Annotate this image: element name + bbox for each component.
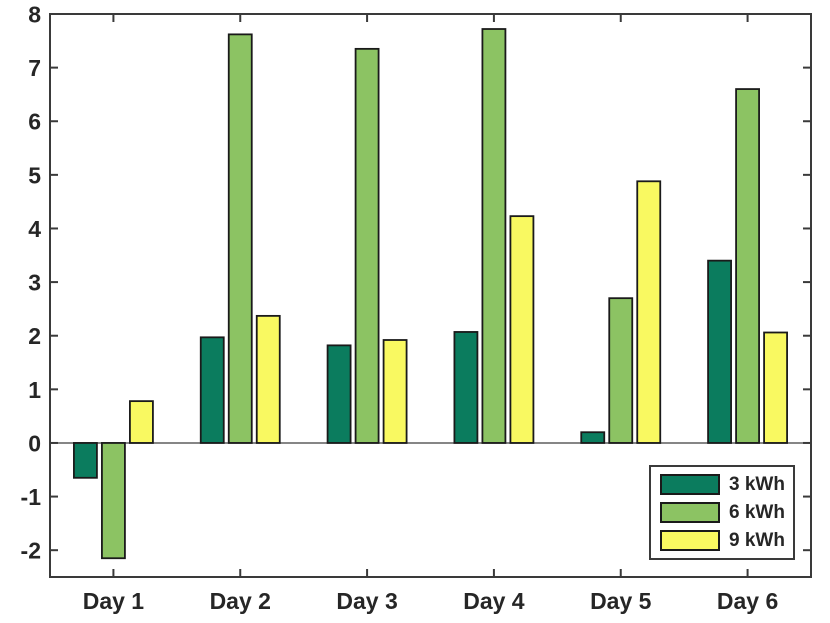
axis-box-group: [49, 13, 812, 578]
y-tick-label: 3: [28, 270, 41, 296]
y-tick-label: 4: [28, 216, 41, 242]
y-tick-label: 7: [28, 55, 41, 81]
bar-3kWh-Day6: [707, 259, 732, 444]
y-tick-label: -2: [21, 538, 41, 564]
y-tick-label: 0: [28, 430, 41, 456]
bar-6kWh-Day3: [354, 47, 380, 444]
legend-swatch-6kwh: [660, 501, 720, 523]
bar-6kWh-Day5: [608, 297, 634, 444]
tick-marks-group: [50, 13, 811, 577]
legend-item: 3 kWh: [651, 471, 785, 497]
legend-label-6kwh: 6 kWh: [729, 501, 785, 523]
legend-label-9kwh: 9 kWh: [729, 529, 785, 551]
y-tick-label: 8: [28, 2, 41, 28]
bar-9kWh-Day1: [129, 400, 154, 444]
bar-9kWh-Day6: [763, 331, 788, 444]
bar-3kWh-Day3: [326, 344, 352, 444]
bar-9kWh-Day2: [255, 314, 281, 444]
legend: 3 kWh 6 kWh 9 kWh: [649, 465, 795, 560]
x-tick-label: Day 6: [717, 588, 778, 614]
x-tick-labels-group: Day 1 Day 2 Day 3 Day 4 Day 5 Day 6: [83, 588, 779, 614]
legend-item: 9 kWh: [651, 527, 785, 553]
bar-6kWh-Day1: [101, 442, 126, 560]
x-tick-label: Day 3: [336, 588, 397, 614]
bars-group: [73, 28, 788, 560]
bar-6kWh-Day2: [227, 33, 253, 444]
y-tick-label: 2: [28, 323, 41, 349]
legend-swatch-9kwh: [660, 529, 720, 551]
bar-9kWh-Day5: [636, 180, 662, 444]
legend-swatch-3kwh: [660, 473, 720, 495]
bar-3kWh-Day2: [199, 336, 225, 444]
x-tick-label: Day 2: [210, 588, 271, 614]
x-tick-label: Day 1: [83, 588, 145, 614]
y-tick-label: 6: [28, 109, 41, 135]
x-tick-label: Day 4: [463, 588, 525, 614]
bar-9kWh-Day3: [382, 339, 408, 444]
legend-item: 6 kWh: [651, 499, 785, 525]
y-tick-labels-group: -2 -1 0 1 2 3 4 5 6 7 8: [21, 2, 42, 564]
bar-3kWh-Day4: [453, 331, 479, 444]
bar-6kWh-Day4: [481, 28, 507, 444]
bar-3kWh-Day5: [580, 431, 606, 444]
y-tick-label: 1: [28, 377, 41, 403]
x-tick-label: Day 5: [590, 588, 652, 614]
bar-9kWh-Day4: [509, 215, 535, 444]
bar-3kWh-Day1: [73, 442, 98, 479]
y-tick-label: 5: [28, 162, 41, 188]
y-tick-label: -1: [21, 484, 42, 510]
legend-label-3kwh: 3 kWh: [729, 473, 785, 495]
bar-6kWh-Day6: [735, 88, 760, 444]
